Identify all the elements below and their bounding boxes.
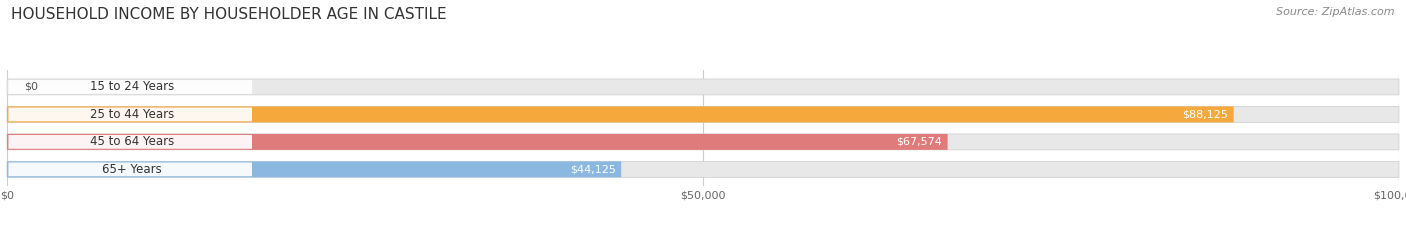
FancyBboxPatch shape [8,80,252,94]
Text: Source: ZipAtlas.com: Source: ZipAtlas.com [1277,7,1395,17]
Text: $0: $0 [24,82,38,92]
Text: HOUSEHOLD INCOME BY HOUSEHOLDER AGE IN CASTILE: HOUSEHOLD INCOME BY HOUSEHOLDER AGE IN C… [11,7,447,22]
FancyBboxPatch shape [8,108,252,121]
Text: $67,574: $67,574 [896,137,942,147]
FancyBboxPatch shape [7,161,1399,177]
Text: 25 to 44 Years: 25 to 44 Years [90,108,174,121]
FancyBboxPatch shape [8,162,252,176]
Text: 15 to 24 Years: 15 to 24 Years [90,80,174,93]
FancyBboxPatch shape [7,134,948,150]
FancyBboxPatch shape [7,106,1233,122]
FancyBboxPatch shape [7,161,621,177]
FancyBboxPatch shape [7,79,1399,95]
FancyBboxPatch shape [7,106,1399,122]
FancyBboxPatch shape [8,135,252,149]
FancyBboxPatch shape [7,134,1399,150]
Text: $44,125: $44,125 [569,164,616,174]
Text: 45 to 64 Years: 45 to 64 Years [90,135,174,148]
Text: $88,125: $88,125 [1182,110,1227,119]
Text: 65+ Years: 65+ Years [103,163,162,176]
